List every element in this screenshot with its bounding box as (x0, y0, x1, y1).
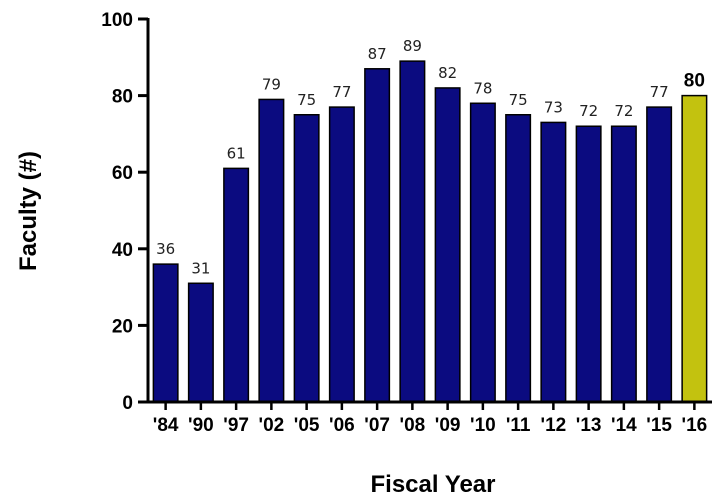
data-label: 77 (650, 83, 669, 101)
y-axis-title: Faculty (#) (15, 151, 42, 271)
data-label: 77 (332, 83, 351, 101)
bars-group (152, 60, 708, 403)
data-label: 72 (579, 102, 598, 120)
bar (293, 114, 320, 403)
x-tick-label: '09 (435, 415, 461, 436)
bar (223, 167, 250, 403)
bar (505, 114, 532, 403)
bar (575, 125, 602, 403)
data-label: 31 (191, 259, 210, 277)
data-label: 73 (544, 98, 563, 116)
bar (540, 121, 567, 403)
x-tick-label: '15 (646, 415, 672, 436)
y-tick-label: 100 (101, 10, 133, 31)
x-tick-label: '12 (541, 415, 567, 436)
data-label: 75 (297, 91, 316, 109)
y-tick-label: 20 (112, 316, 133, 337)
data-label: 78 (473, 79, 492, 97)
data-label-highlight: 80 (684, 71, 705, 92)
bar (399, 60, 426, 403)
bar (258, 98, 285, 403)
x-tick-label: '07 (364, 415, 390, 436)
x-tick-label: '84 (153, 415, 179, 436)
x-axis-title: Fiscal Year (371, 471, 496, 498)
data-label: 87 (368, 45, 387, 63)
x-tick-label: '08 (400, 415, 426, 436)
bar (152, 263, 179, 403)
y-tick-label: 80 (112, 87, 133, 108)
x-tick-label: '05 (294, 415, 320, 436)
data-label: 89 (403, 37, 422, 55)
bar (469, 102, 496, 403)
x-tick-label: '06 (329, 415, 355, 436)
x-tick-label: '10 (470, 415, 496, 436)
bar (328, 106, 355, 403)
data-label: 79 (262, 75, 281, 93)
data-label: 61 (227, 144, 246, 162)
x-tick-label: '11 (506, 415, 531, 436)
x-tick-label: '02 (259, 415, 285, 436)
bar (646, 106, 673, 403)
x-tick-label: '97 (223, 415, 249, 436)
y-tick-label: 60 (112, 163, 133, 184)
y-tick-label: 0 (122, 393, 133, 414)
data-label: 72 (614, 102, 633, 120)
bar (364, 68, 391, 403)
bar (434, 87, 461, 403)
data-label: 82 (438, 64, 457, 82)
x-tick-label: '16 (682, 415, 708, 436)
x-tick-label: '13 (576, 415, 602, 436)
x-ticks-group: '84 '90 '97 '02 '05 '06 '07 '08 '09 '10 '11 '12 '13 '… (153, 402, 707, 436)
data-label: 75 (509, 91, 528, 109)
bar (187, 282, 214, 403)
bar (610, 125, 637, 403)
x-tick-label: '14 (611, 415, 637, 436)
x-tick-label: '90 (188, 415, 214, 436)
y-ticks-group: 0 20 40 60 80 100 (101, 10, 148, 414)
data-label: 36 (156, 240, 175, 258)
value-labels-group: 36 31 61 79 75 77 87 89 82 78 75 73 72 72 77 80 (156, 37, 705, 277)
bar (681, 94, 708, 403)
y-tick-label: 40 (112, 240, 133, 261)
